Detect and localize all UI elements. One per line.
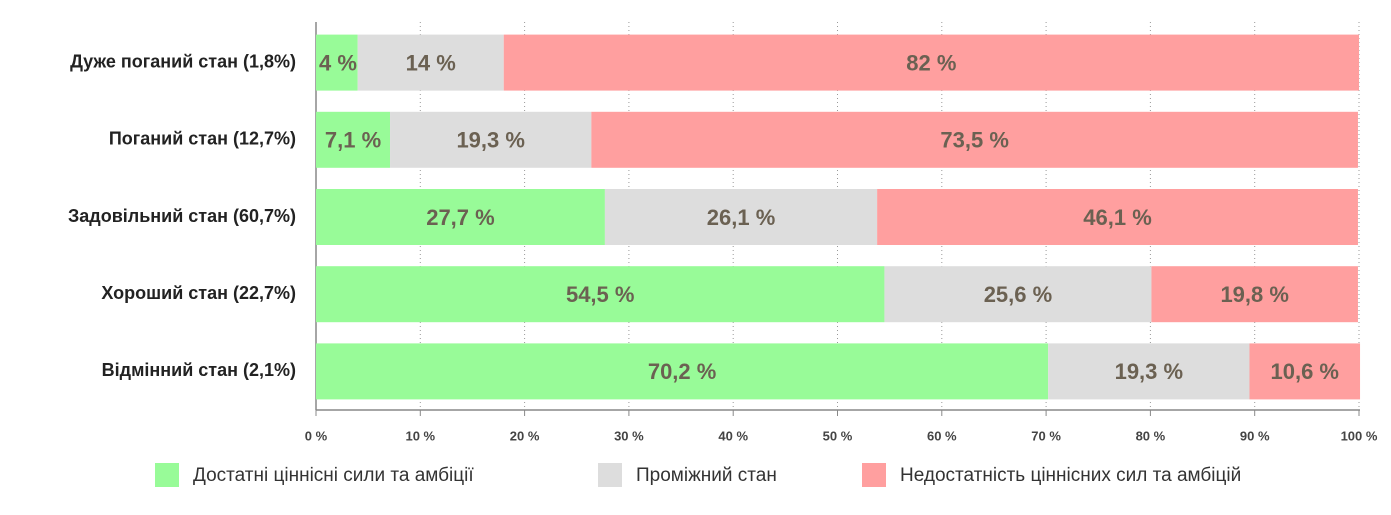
category-label: Задовільний стан (60,7%) — [68, 206, 296, 226]
legend-label: Недостатність ціннісних сил та амбіцій — [900, 465, 1241, 486]
x-tick-label: 40 % — [718, 428, 748, 443]
data-label: 82 % — [906, 50, 956, 75]
bar-segment — [390, 111, 592, 168]
x-tick-label: 30 % — [614, 428, 644, 443]
data-label: 54,5 % — [566, 282, 635, 307]
data-label: 46,1 % — [1083, 205, 1152, 230]
data-label: 19,3 % — [1115, 359, 1184, 384]
data-label: 7,1 % — [325, 128, 381, 153]
data-label: 25,6 % — [984, 282, 1053, 307]
category-label: Дуже поганий стан (1,8%) — [70, 51, 296, 71]
bar-segment — [877, 189, 1358, 245]
x-tick-label: 10 % — [405, 428, 435, 443]
legend-swatch — [598, 463, 622, 487]
bar-segment — [884, 266, 1152, 323]
x-tick-label: 0 % — [305, 428, 328, 443]
data-label: 73,5 % — [940, 128, 1009, 153]
bar-segment — [357, 34, 504, 91]
bar-segment — [316, 111, 391, 168]
data-label: 70,2 % — [648, 359, 717, 384]
data-label: 27,7 % — [426, 205, 495, 230]
data-label: 26,1 % — [707, 205, 776, 230]
category-label: Поганий стан (12,7%) — [109, 129, 296, 149]
category-label: Відмінний стан (2,1%) — [102, 360, 296, 380]
bar-segment — [604, 189, 878, 245]
legend-label: Достатні ціннісні сили та амбіції — [193, 465, 474, 486]
x-tick-label: 80 % — [1136, 428, 1166, 443]
category-label: Хороший стан (22,7%) — [101, 283, 296, 303]
x-tick-label: 50 % — [823, 428, 853, 443]
bar-segment — [316, 189, 605, 245]
x-tick-label: 90 % — [1240, 428, 1270, 443]
legend-label: Проміжний стан — [636, 465, 777, 486]
bar-segment — [1048, 343, 1250, 400]
legend-swatch — [862, 463, 886, 487]
data-label: 14 % — [406, 50, 456, 75]
bar-segment — [1151, 266, 1358, 323]
bar-segment — [591, 111, 1358, 168]
x-tick-label: 20 % — [510, 428, 540, 443]
x-tick-label: 100 % — [1341, 428, 1378, 443]
bar-segment — [316, 266, 885, 323]
data-label: 19,3 % — [456, 128, 525, 153]
legend-swatch — [155, 463, 179, 487]
bar-segment — [503, 34, 1359, 91]
x-tick-label: 70 % — [1031, 428, 1061, 443]
data-label: 10,6 % — [1271, 359, 1340, 384]
bar-segment — [1249, 343, 1361, 400]
data-label: 4 % — [319, 50, 357, 75]
bar-segment — [316, 343, 1049, 400]
data-label: 19,8 % — [1220, 282, 1289, 307]
bar-segment — [316, 34, 358, 91]
x-tick-label: 60 % — [927, 428, 957, 443]
